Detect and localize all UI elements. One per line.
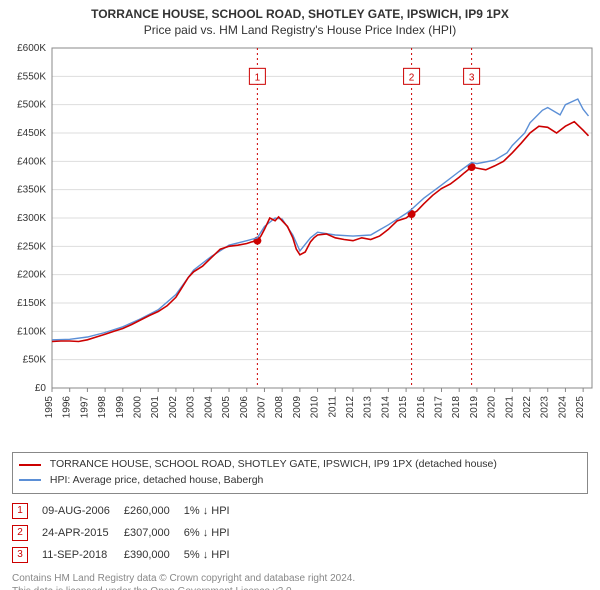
svg-text:1995: 1995 <box>44 396 55 419</box>
sale-date: 09-AUG-2006 <box>42 500 124 522</box>
svg-text:1997: 1997 <box>79 396 90 419</box>
legend: TORRANCE HOUSE, SCHOOL ROAD, SHOTLEY GAT… <box>12 452 588 494</box>
sale-number-box: 3 <box>12 547 28 563</box>
svg-text:2004: 2004 <box>203 396 214 419</box>
svg-text:2003: 2003 <box>186 396 197 419</box>
svg-text:2023: 2023 <box>540 396 551 419</box>
sale-number-box: 1 <box>12 503 28 519</box>
svg-text:1999: 1999 <box>115 396 126 419</box>
svg-text:2007: 2007 <box>256 396 267 419</box>
svg-text:£50K: £50K <box>23 355 47 366</box>
sales-table: 1 09-AUG-2006£260,0001% ↓ HPI 2 24-APR-2015… <box>12 500 244 566</box>
svg-text:2025: 2025 <box>575 396 586 419</box>
svg-text:2001: 2001 <box>150 396 161 419</box>
sales-row: 1 09-AUG-2006£260,0001% ↓ HPI <box>12 500 244 522</box>
svg-text:2015: 2015 <box>398 396 409 419</box>
svg-text:£200K: £200K <box>17 270 46 281</box>
sale-price: £307,000 <box>124 522 184 544</box>
sale-date: 24-APR-2015 <box>42 522 124 544</box>
svg-text:2014: 2014 <box>380 396 391 419</box>
page-root: TORRANCE HOUSE, SCHOOL ROAD, SHOTLEY GAT… <box>0 0 600 590</box>
attribution-line-2: This data is licensed under the Open Gov… <box>12 585 588 590</box>
svg-text:2016: 2016 <box>416 396 427 419</box>
svg-text:2006: 2006 <box>239 396 250 419</box>
svg-text:2010: 2010 <box>310 396 321 419</box>
svg-text:2000: 2000 <box>133 396 144 419</box>
legend-label-blue: HPI: Average price, detached house, Babe… <box>50 474 263 486</box>
svg-text:2021: 2021 <box>504 396 515 419</box>
svg-text:£350K: £350K <box>17 185 46 196</box>
sale-date: 11-SEP-2018 <box>42 544 124 566</box>
sale-number-box: 2 <box>12 525 28 541</box>
svg-text:£450K: £450K <box>17 128 46 139</box>
chart-svg: £0 £50K £100K £150K £200K £250K £300K £350K £400… <box>0 38 600 448</box>
title-line-1: TORRANCE HOUSE, SCHOOL ROAD, SHOTLEY GAT… <box>0 6 600 22</box>
svg-text:£250K: £250K <box>17 242 46 253</box>
title-line-2: Price paid vs. HM Land Registry's House … <box>0 22 600 38</box>
chart: £0 £50K £100K £150K £200K £250K £300K £350K £400… <box>0 38 600 448</box>
svg-text:£150K: £150K <box>17 298 46 309</box>
svg-text:2018: 2018 <box>451 396 462 419</box>
svg-text:3: 3 <box>469 73 475 84</box>
svg-text:£500K: £500K <box>17 100 46 111</box>
svg-text:2022: 2022 <box>522 396 533 419</box>
svg-text:2009: 2009 <box>292 396 303 419</box>
svg-text:£600K: £600K <box>17 43 46 54</box>
sale-delta: 6% ↓ HPI <box>184 522 244 544</box>
svg-text:2024: 2024 <box>557 396 568 419</box>
svg-text:2017: 2017 <box>434 396 445 419</box>
attribution: Contains HM Land Registry data © Crown c… <box>12 572 588 590</box>
svg-text:2002: 2002 <box>168 396 179 419</box>
svg-text:2013: 2013 <box>363 396 374 419</box>
sales-row: 2 24-APR-2015£307,0006% ↓ HPI <box>12 522 244 544</box>
svg-text:£550K: £550K <box>17 72 46 83</box>
svg-text:2019: 2019 <box>469 396 480 419</box>
svg-text:2020: 2020 <box>487 396 498 419</box>
sale-delta: 5% ↓ HPI <box>184 544 244 566</box>
sale-price: £260,000 <box>124 500 184 522</box>
sale-delta: 1% ↓ HPI <box>184 500 244 522</box>
svg-text:2005: 2005 <box>221 396 232 419</box>
legend-swatch-red <box>19 464 41 466</box>
svg-text:£0: £0 <box>35 383 47 394</box>
footer: TORRANCE HOUSE, SCHOOL ROAD, SHOTLEY GAT… <box>0 448 600 590</box>
svg-text:£300K: £300K <box>17 213 46 224</box>
svg-text:2012: 2012 <box>345 396 356 419</box>
svg-text:£100K: £100K <box>17 327 46 338</box>
svg-text:1996: 1996 <box>62 396 73 419</box>
svg-text:2011: 2011 <box>327 396 338 418</box>
legend-label-red: TORRANCE HOUSE, SCHOOL ROAD, SHOTLEY GAT… <box>50 458 497 470</box>
svg-text:2008: 2008 <box>274 396 285 419</box>
chart-titles: TORRANCE HOUSE, SCHOOL ROAD, SHOTLEY GAT… <box>0 0 600 38</box>
svg-text:1: 1 <box>255 73 261 84</box>
svg-text:2: 2 <box>409 73 415 84</box>
legend-item-blue: HPI: Average price, detached house, Babe… <box>19 473 581 489</box>
attribution-line-1: Contains HM Land Registry data © Crown c… <box>12 572 588 586</box>
legend-swatch-blue <box>19 479 41 481</box>
sale-price: £390,000 <box>124 544 184 566</box>
sales-row: 3 11-SEP-2018£390,0005% ↓ HPI <box>12 544 244 566</box>
legend-item-red: TORRANCE HOUSE, SCHOOL ROAD, SHOTLEY GAT… <box>19 457 581 473</box>
svg-text:£400K: £400K <box>17 157 46 168</box>
svg-text:1998: 1998 <box>97 396 108 419</box>
